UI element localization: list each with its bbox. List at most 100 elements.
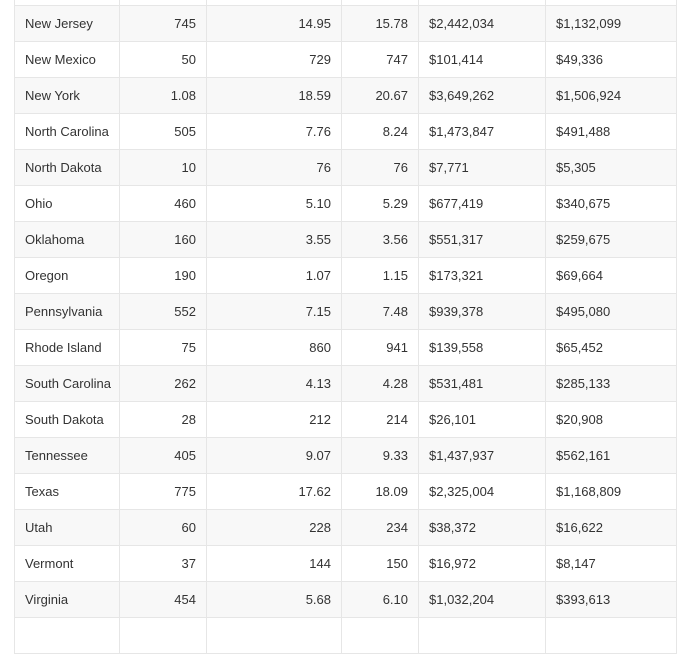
value-cell-2: 76 (206, 149, 342, 186)
value-cell-1: 745 (119, 5, 207, 42)
value-cell-1: 505 (119, 113, 207, 150)
state-cell: Pennsylvania (14, 293, 120, 330)
value-cell-3: 9.33 (341, 437, 419, 474)
value-cell-5: $1,132,099 (545, 5, 677, 42)
table-row: Virginia 454 5.68 6.10 $1,032,204 $393,6… (14, 581, 677, 618)
value-cell-3: 76 (341, 149, 419, 186)
value-cell-5: $1,506,924 (545, 77, 677, 114)
value-cell-3: 18.09 (341, 473, 419, 510)
value-cell-4: $101,414 (418, 41, 546, 78)
table-row: New Jersey 745 14.95 15.78 $2,442,034 $1… (14, 5, 677, 42)
value-cell-1 (119, 617, 207, 654)
value-cell-3: 214 (341, 401, 419, 438)
value-cell-4: $139,558 (418, 329, 546, 366)
value-cell-2: 228 (206, 509, 342, 546)
value-cell-1: 28 (119, 401, 207, 438)
value-cell-1: 10 (119, 149, 207, 186)
value-cell-1: 775 (119, 473, 207, 510)
value-cell-4: $1,437,937 (418, 437, 546, 474)
value-cell-4: $677,419 (418, 185, 546, 222)
value-cell-4: $3,649,262 (418, 77, 546, 114)
table-row (14, 0, 677, 6)
table-row: Oregon 190 1.07 1.15 $173,321 $69,664 (14, 257, 677, 294)
value-cell-4: $939,378 (418, 293, 546, 330)
value-cell-2: 9.07 (206, 437, 342, 474)
value-cell-5: $393,613 (545, 581, 677, 618)
table-row: Pennsylvania 552 7.15 7.48 $939,378 $495… (14, 293, 677, 330)
state-cell: Tennessee (14, 437, 120, 474)
value-cell-4 (418, 617, 546, 654)
value-cell-2: 144 (206, 545, 342, 582)
value-cell-2: 3.55 (206, 221, 342, 258)
value-cell-5: $562,161 (545, 437, 677, 474)
value-cell-5: $8,147 (545, 545, 677, 582)
value-cell-3: 4.28 (341, 365, 419, 402)
state-data-table-container: New Jersey 745 14.95 15.78 $2,442,034 $1… (14, 0, 677, 654)
value-cell-5: $285,133 (545, 365, 677, 402)
state-cell: New Mexico (14, 41, 120, 78)
value-cell-3: 7.48 (341, 293, 419, 330)
table-row (14, 617, 677, 654)
value-cell-2: 212 (206, 401, 342, 438)
value-cell-5: $16,622 (545, 509, 677, 546)
state-cell: South Carolina (14, 365, 120, 402)
value-cell-1: 552 (119, 293, 207, 330)
table-row: Utah 60 228 234 $38,372 $16,622 (14, 509, 677, 546)
state-cell: Vermont (14, 545, 120, 582)
state-cell: Oregon (14, 257, 120, 294)
value-cell-2: 1.07 (206, 257, 342, 294)
value-cell-5: $5,305 (545, 149, 677, 186)
value-cell-5 (545, 617, 677, 654)
state-cell: North Dakota (14, 149, 120, 186)
value-cell-1: 75 (119, 329, 207, 366)
value-cell-1: 190 (119, 257, 207, 294)
table-row: South Carolina 262 4.13 4.28 $531,481 $2… (14, 365, 677, 402)
table-body: New Jersey 745 14.95 15.78 $2,442,034 $1… (14, 0, 677, 654)
state-cell: Virginia (14, 581, 120, 618)
table-row: Tennessee 405 9.07 9.33 $1,437,937 $562,… (14, 437, 677, 474)
value-cell-4: $531,481 (418, 365, 546, 402)
table-row: Rhode Island 75 860 941 $139,558 $65,452 (14, 329, 677, 366)
value-cell-4: $1,473,847 (418, 113, 546, 150)
state-cell: New York (14, 77, 120, 114)
value-cell-1: 160 (119, 221, 207, 258)
value-cell-3: 6.10 (341, 581, 419, 618)
value-cell-2: 7.76 (206, 113, 342, 150)
value-cell-5: $20,908 (545, 401, 677, 438)
state-data-table: New Jersey 745 14.95 15.78 $2,442,034 $1… (14, 0, 677, 654)
value-cell-1: 37 (119, 545, 207, 582)
value-cell-4: $2,325,004 (418, 473, 546, 510)
value-cell-3: 941 (341, 329, 419, 366)
value-cell-3: 150 (341, 545, 419, 582)
state-cell (14, 617, 120, 654)
state-cell: Utah (14, 509, 120, 546)
value-cell-5: $69,664 (545, 257, 677, 294)
value-cell-5: $491,488 (545, 113, 677, 150)
value-cell-4: $1,032,204 (418, 581, 546, 618)
table-row: North Carolina 505 7.76 8.24 $1,473,847 … (14, 113, 677, 150)
state-cell: Ohio (14, 185, 120, 222)
value-cell-2: 5.10 (206, 185, 342, 222)
value-cell-4: $26,101 (418, 401, 546, 438)
value-cell-3: 8.24 (341, 113, 419, 150)
value-cell-3: 20.67 (341, 77, 419, 114)
value-cell-1: 60 (119, 509, 207, 546)
value-cell-4: $2,442,034 (418, 5, 546, 42)
state-cell: New Jersey (14, 5, 120, 42)
value-cell-2: 14.95 (206, 5, 342, 42)
value-cell-5: $340,675 (545, 185, 677, 222)
table-row: Texas 775 17.62 18.09 $2,325,004 $1,168,… (14, 473, 677, 510)
table-row: New Mexico 50 729 747 $101,414 $49,336 (14, 41, 677, 78)
table-row: Oklahoma 160 3.55 3.56 $551,317 $259,675 (14, 221, 677, 258)
table-row: New York 1.08 18.59 20.67 $3,649,262 $1,… (14, 77, 677, 114)
value-cell-5: $49,336 (545, 41, 677, 78)
value-cell-3: 1.15 (341, 257, 419, 294)
value-cell-4: $551,317 (418, 221, 546, 258)
value-cell-1: 1.08 (119, 77, 207, 114)
table-row: Vermont 37 144 150 $16,972 $8,147 (14, 545, 677, 582)
value-cell-3: 15.78 (341, 5, 419, 42)
value-cell-4: $7,771 (418, 149, 546, 186)
value-cell-5: $259,675 (545, 221, 677, 258)
state-cell: North Carolina (14, 113, 120, 150)
state-cell: Oklahoma (14, 221, 120, 258)
